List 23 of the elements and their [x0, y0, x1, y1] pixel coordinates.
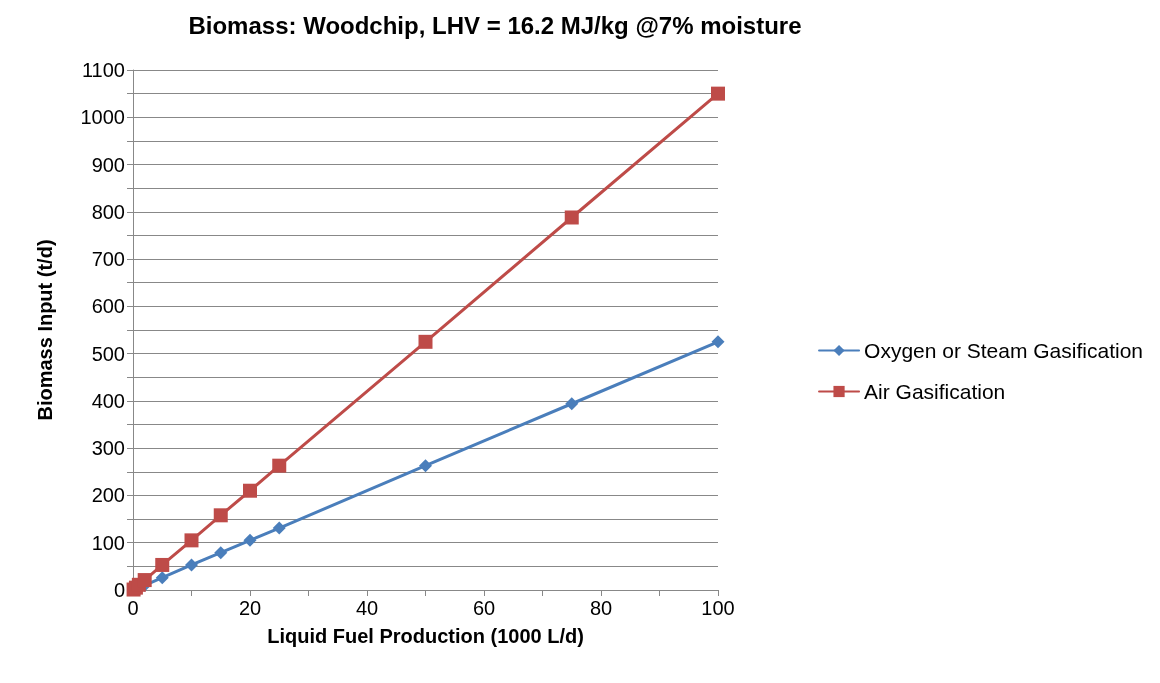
y-tick-label: 500 [91, 342, 125, 365]
x-tick-label: 60 [472, 597, 496, 619]
y-axis-title: Biomass Input (t/d) [34, 239, 56, 421]
y-tick-label: 1100 [81, 59, 125, 81]
x-tick-label: 0 [127, 597, 139, 619]
x-tick-label: 20 [238, 597, 262, 619]
y-tick-label: 900 [91, 153, 125, 176]
legend-label: Air Gasification [864, 380, 1006, 403]
x-tick-label: 40 [355, 597, 379, 619]
x-axis-title: Liquid Fuel Production (1000 L/d) [267, 625, 584, 647]
y-tick-label: 300 [91, 437, 125, 460]
y-tick-label: 200 [91, 484, 125, 507]
y-tick-label: 700 [91, 248, 125, 271]
x-tick-label: 100 [701, 597, 735, 619]
y-tick-label: 1000 [80, 106, 125, 129]
y-tick-label: 400 [91, 389, 125, 412]
y-tick-label: 100 [91, 531, 125, 554]
y-tick-label: 0 [113, 579, 125, 601]
y-tick-label: 600 [91, 295, 125, 318]
x-tick-label: 80 [589, 597, 613, 619]
chart-title: Biomass: Woodchip, LHV = 16.2 MJ/kg @7% moisture [188, 11, 802, 39]
legend-label: Oxygen or Steam Gasification [864, 339, 1144, 362]
y-tick-label: 800 [91, 200, 125, 223]
